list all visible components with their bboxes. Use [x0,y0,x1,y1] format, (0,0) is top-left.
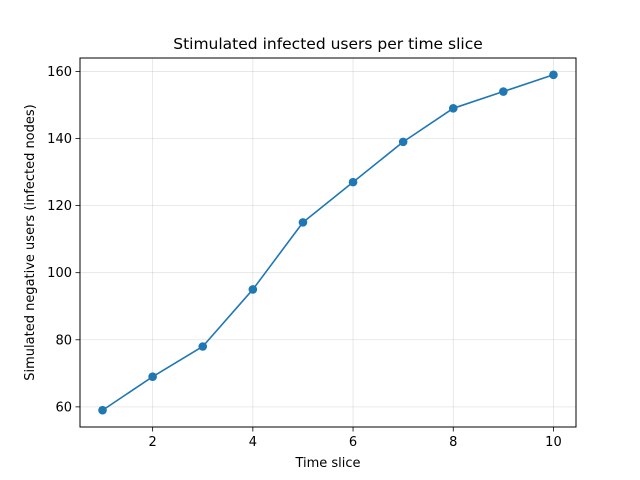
chart-title: Stimulated infected users per time slice [173,35,483,53]
data-point [398,137,408,147]
x-tick-label: 8 [449,435,457,450]
data-point [499,87,508,96]
x-tick-label: 10 [545,435,562,450]
data-point [348,177,358,187]
x-tick-label: 6 [349,435,357,450]
series-group [98,70,558,415]
data-point [448,104,458,113]
y-tick-label: 100 [47,266,72,281]
x-tick-label: 4 [249,435,257,450]
gridlines [80,58,576,427]
y-tick-label: 60 [55,400,72,415]
y-tick-label: 160 [47,65,72,80]
y-axis-label: Simulated negative users (infected nodes… [23,104,38,381]
axis-ticks: 2 4 6 8 10 60 80 100 120 140 160 [47,65,562,450]
data-point [98,405,107,415]
x-axis-label: Time slice [294,456,360,471]
data-point [148,372,157,381]
data-point [298,218,308,227]
y-tick-label: 80 [55,333,72,348]
series-line [102,74,554,411]
data-point [198,342,208,351]
data-point [248,285,258,294]
plot-frame [79,57,577,428]
data-point [549,70,558,80]
x-tick-label: 2 [149,435,157,450]
y-tick-label: 120 [47,199,72,214]
y-tick-label: 140 [47,132,72,147]
